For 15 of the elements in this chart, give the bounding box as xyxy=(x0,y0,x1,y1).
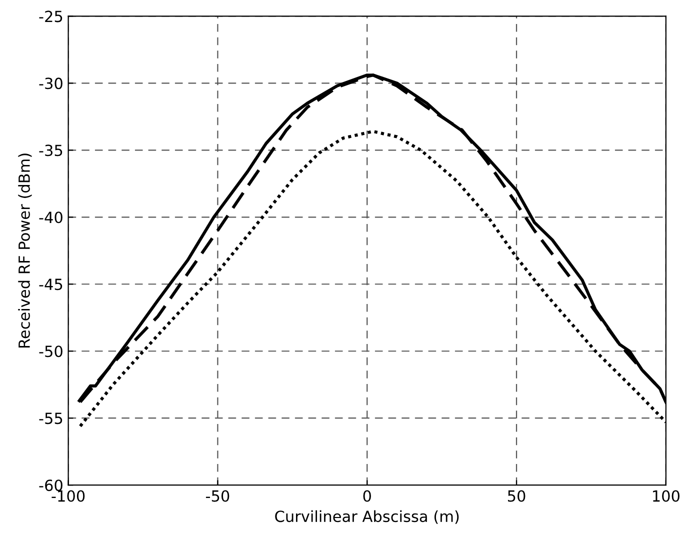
y-tick-label: -50 xyxy=(39,346,62,358)
y-tick-label: -40 xyxy=(39,212,62,224)
y-tick-label: -60 xyxy=(39,480,62,492)
x-tick-label: 50 xyxy=(508,490,526,502)
x-axis-title: Curvilinear Abscissa (m) xyxy=(275,510,459,524)
y-tick-label: -30 xyxy=(39,78,62,90)
y-tick-label: -55 xyxy=(39,412,62,424)
x-tick-label: 0 xyxy=(363,490,371,502)
y-tick-label: -45 xyxy=(39,278,62,290)
y-tick-label: -35 xyxy=(39,144,62,156)
x-tick-label: -50 xyxy=(206,490,230,502)
x-tick-label: -100 xyxy=(52,490,85,502)
y-axis-title: Received RF Power (dBm) xyxy=(18,154,32,348)
x-tick-label: 100 xyxy=(653,490,680,502)
y-tick-label: -25 xyxy=(39,10,62,22)
